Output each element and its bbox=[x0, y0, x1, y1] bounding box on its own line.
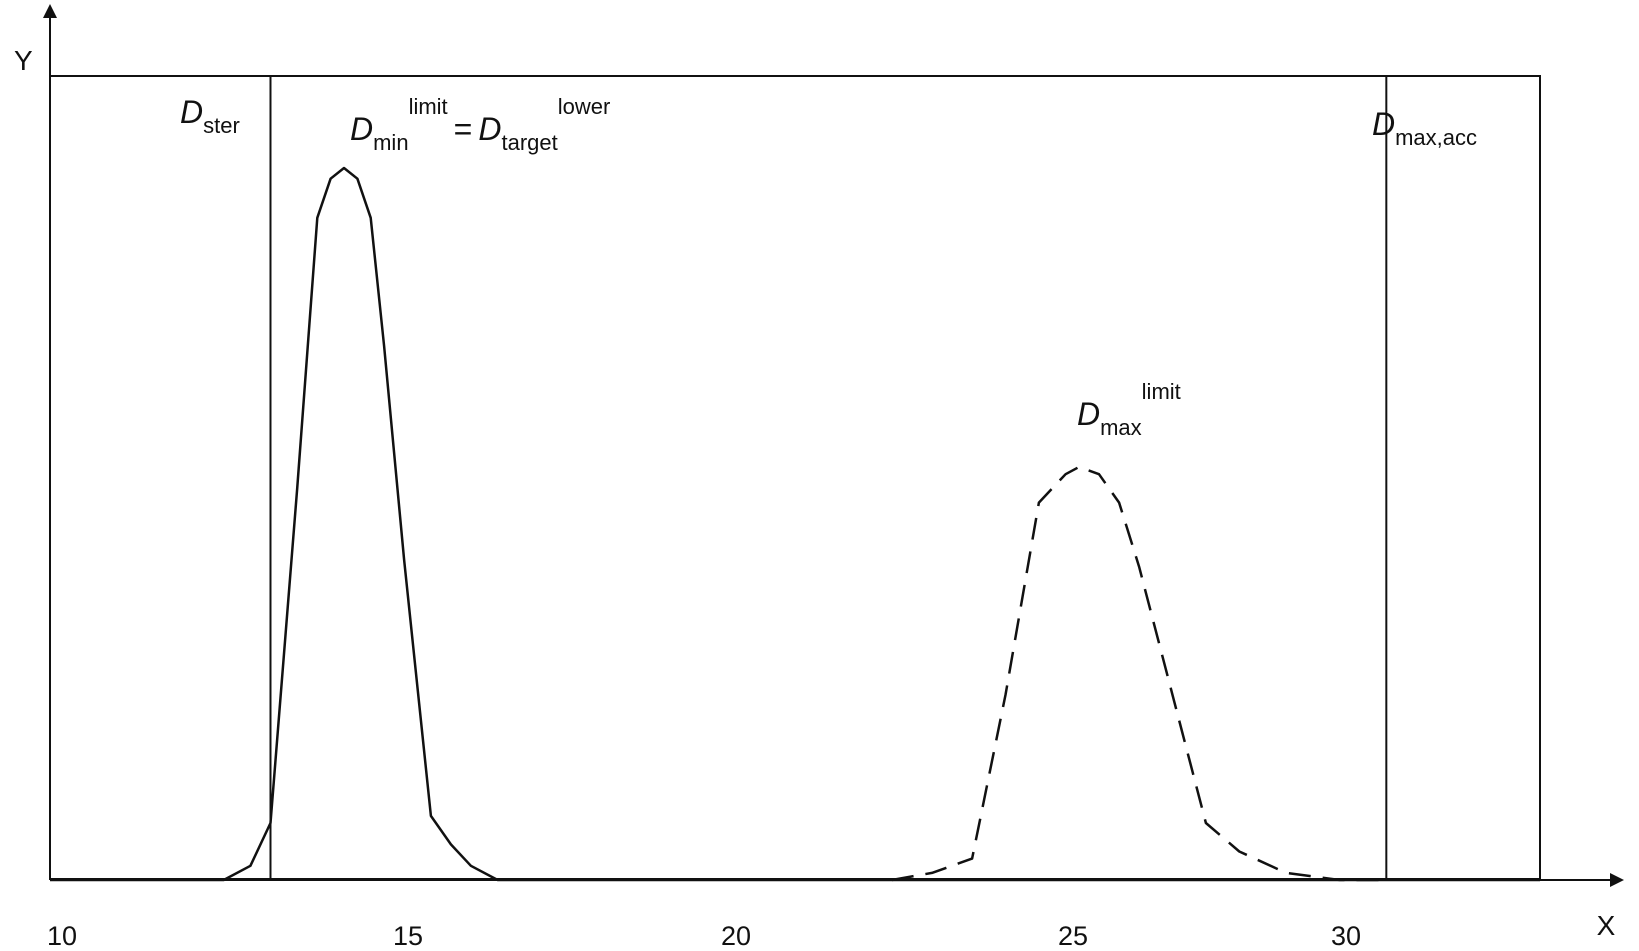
x-axis-label: X bbox=[1597, 910, 1616, 941]
annotation-d-max-acc: Dmax,acc bbox=[1372, 106, 1477, 150]
annotation-d-min-limit: Dminlimit= Dtargetlower bbox=[350, 94, 610, 155]
x-tick-label: 10 bbox=[47, 921, 77, 951]
series-line-dashed bbox=[891, 465, 1387, 882]
series-line-solid bbox=[50, 166, 1540, 882]
annotation-d-max-limit: Dmaxlimit bbox=[1077, 379, 1181, 440]
y-axis-label: Y bbox=[14, 45, 33, 76]
x-tick-label: 15 bbox=[393, 921, 423, 951]
x-tick-label: 20 bbox=[721, 921, 751, 951]
annotation-d-ster: Dster bbox=[180, 94, 240, 138]
plot-frame bbox=[49, 75, 1541, 880]
x-tick-label: 25 bbox=[1058, 921, 1088, 951]
x-tick-label: 30 bbox=[1331, 921, 1361, 951]
